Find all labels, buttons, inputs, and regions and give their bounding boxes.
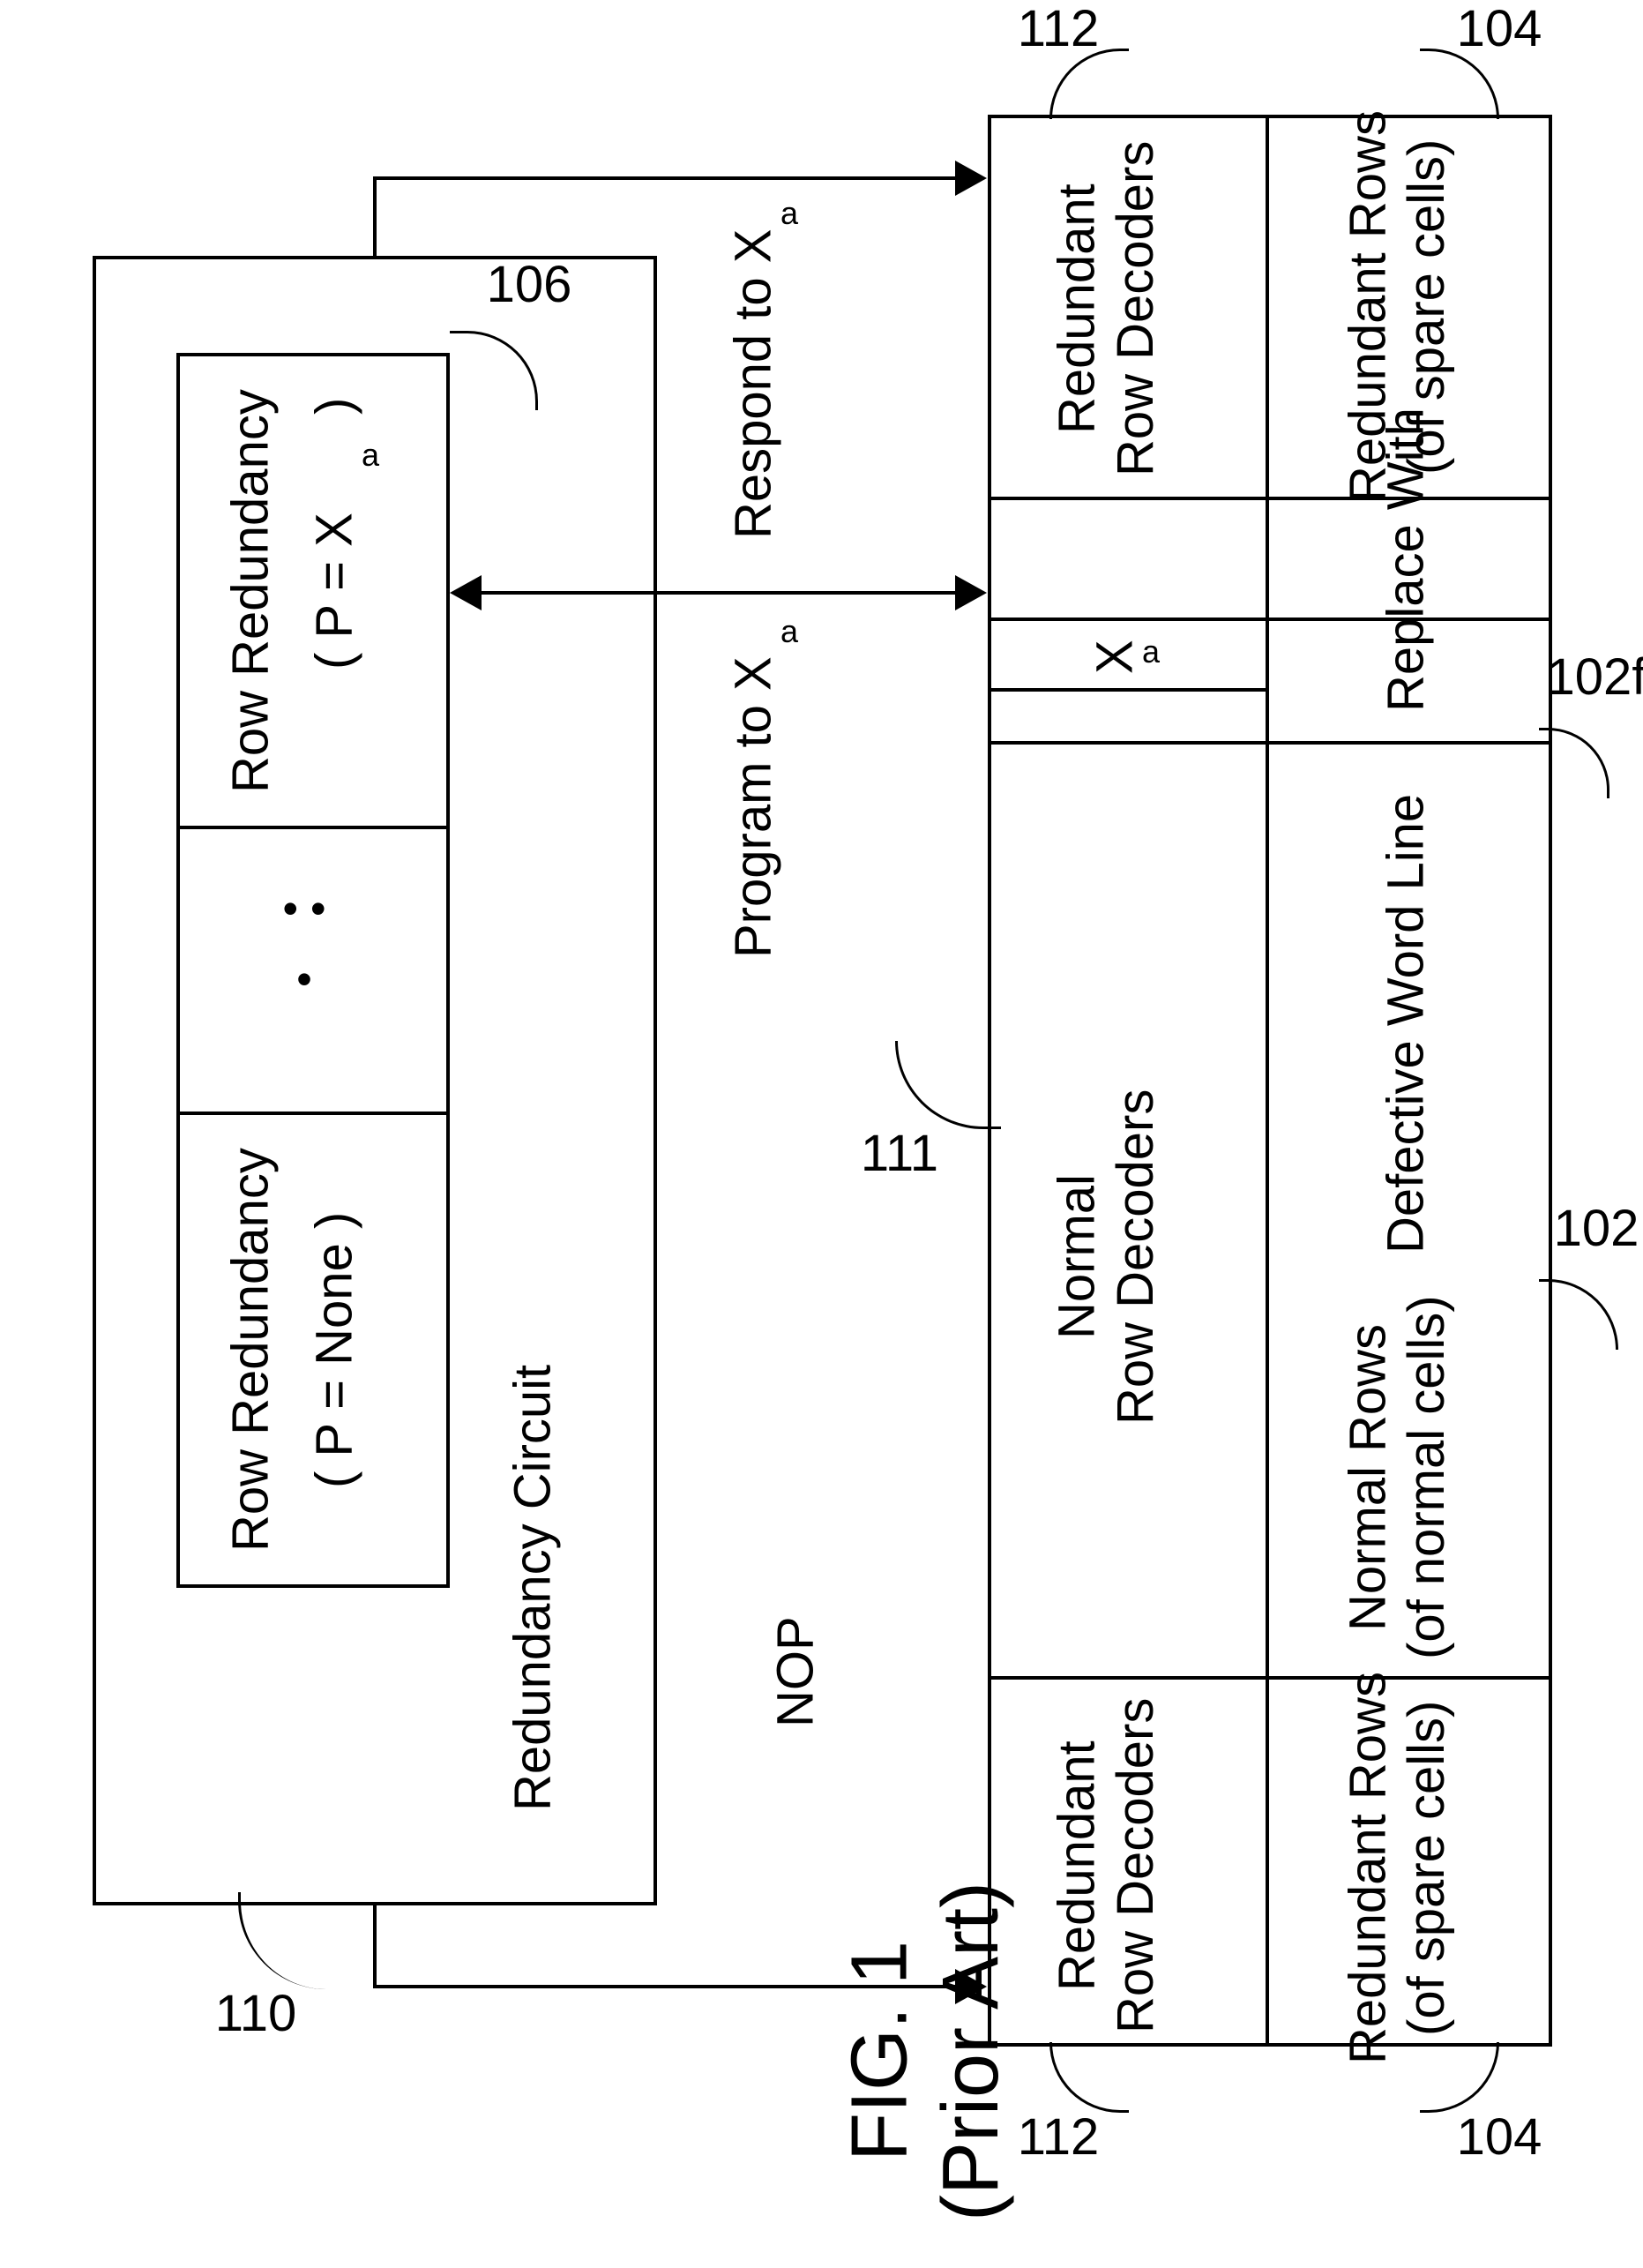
redundancy-circuit-label: Redundancy Circuit [503, 1323, 564, 1853]
xa-sub: a [1138, 633, 1164, 669]
bot-decoder-label: Redundant Row Decoders [1041, 1689, 1173, 2042]
mem-h1 [988, 497, 1552, 500]
ref-112a: 112 [1005, 0, 1111, 53]
ref-112a-curve [1049, 49, 1129, 119]
replace-label: Replace With [1376, 388, 1438, 732]
row-redundancy-2-line2: ( P = None ) [304, 1164, 366, 1535]
ref-111-curve [895, 1041, 1001, 1129]
diagram-canvas: Redundancy Circuit Row Redundancy ( P = … [0, 0, 1643, 2268]
nop-label: NOP [765, 1597, 827, 1747]
ref-110-curve [238, 1892, 362, 1989]
row-redundancy-1-line2: ( P = X [304, 423, 366, 759]
mem-h4 [988, 1676, 1552, 1680]
mem-h2b [988, 688, 1267, 692]
memory-vdivider [1266, 115, 1269, 2047]
ref-102f: 102f [1535, 648, 1643, 701]
ref-104a-curve [1420, 49, 1499, 119]
bot-rows-label: Redundant Rows (of spare cells) [1332, 1685, 1464, 2051]
respond-label: Respond to X [723, 194, 785, 573]
program-sub: a [776, 613, 803, 648]
figure-title: FIG. 1 (Prior Art) [829, 1857, 1023, 2245]
program-line [482, 591, 955, 595]
program-arrow-left [450, 575, 482, 610]
ref-102-curve [1539, 1279, 1618, 1350]
redundancy-dots: • • • [273, 873, 335, 1085]
ref-106: 106 [476, 256, 582, 309]
defective-label: Defective Word Line [1376, 767, 1438, 1279]
respond-sub: a [776, 195, 803, 230]
ref-102: 102 [1543, 1200, 1643, 1253]
row-redundancy-1-line1: Row Redundancy [220, 371, 282, 812]
nop-line-v [373, 1905, 377, 1985]
ref-111: 111 [847, 1125, 952, 1178]
row-redundancy-1-sub: a [357, 437, 384, 472]
program-label: Program to X [723, 609, 785, 1006]
ref-102f-curve [1539, 728, 1609, 798]
ref-110: 110 [203, 1985, 309, 2038]
ref-112b-curve [1049, 2042, 1129, 2113]
normal-decoder-label: Normal Row Decoders [1041, 1059, 1173, 1456]
program-arrow-right [955, 575, 987, 610]
row-redundancy-1-close: ) [304, 379, 366, 432]
normal-rows-label: Normal Rows (of normal cells) [1332, 1288, 1464, 1667]
ref-104b: 104 [1446, 2108, 1552, 2161]
ref-104b-curve [1420, 2042, 1499, 2113]
ref-104a: 104 [1446, 0, 1552, 53]
row-redundancy-2-line1: Row Redundancy [220, 1129, 282, 1570]
mem-h3 [988, 741, 1552, 745]
mem-h2 [988, 618, 1552, 621]
top-decoder-label: Redundant Row Decoders [1041, 132, 1173, 485]
respond-line-v [373, 176, 377, 256]
respond-arrow [955, 161, 987, 196]
respond-line-h [373, 176, 955, 180]
